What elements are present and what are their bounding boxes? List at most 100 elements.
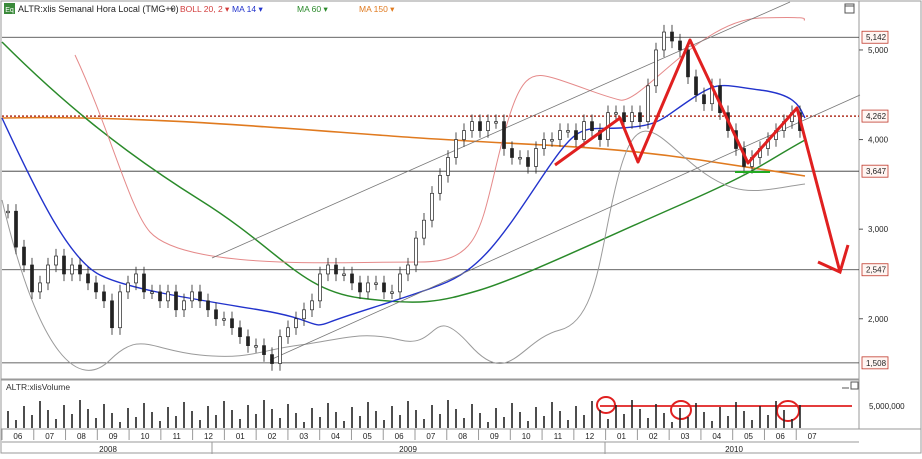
- candle-body: [558, 130, 562, 140]
- candle-body: [446, 157, 450, 176]
- month-label: 04: [331, 432, 340, 441]
- candle-body: [102, 291, 106, 302]
- month-label: 02: [268, 432, 277, 441]
- candle-body: [214, 309, 218, 320]
- candle-body: [126, 282, 130, 293]
- candle-body: [614, 112, 618, 115]
- price-flag-label: 4,262: [866, 112, 887, 121]
- candle-body: [526, 157, 530, 167]
- price-tick-label: 3,000: [868, 225, 889, 234]
- month-label: 12: [585, 432, 594, 441]
- candle-body: [638, 112, 642, 122]
- candle-body: [574, 130, 578, 140]
- month-label: 07: [45, 432, 54, 441]
- candle-body: [222, 318, 226, 321]
- indicator-legend: BOLL 20, 2 ▾ MA 14 ▾ MA 60 ▾ MA 150 ▾: [180, 4, 395, 14]
- candle-body: [350, 273, 354, 284]
- candle-body: [262, 345, 266, 355]
- candle-body: [78, 264, 82, 275]
- month-label: 10: [522, 432, 531, 441]
- candle-body: [342, 273, 346, 276]
- price-flag-label: 3,647: [866, 167, 887, 176]
- candle-body: [198, 291, 202, 302]
- month-label: 04: [712, 432, 721, 441]
- ma60-line: [1, 41, 806, 303]
- candle-body: [206, 300, 210, 311]
- candle-body: [150, 291, 154, 294]
- candle-body: [702, 94, 706, 105]
- candle-body: [582, 121, 586, 140]
- month-label: 09: [109, 432, 118, 441]
- candle-body: [46, 264, 50, 284]
- candle-body: [14, 210, 18, 248]
- legend-item-2: MA 60 ▾: [297, 4, 328, 14]
- price-panel: [0, 0, 860, 380]
- candle-body: [550, 139, 554, 142]
- candle-body: [502, 121, 506, 149]
- candle-body: [494, 121, 498, 124]
- month-label: 06: [395, 432, 404, 441]
- boll-lower-line: [1, 130, 806, 371]
- candle-body: [294, 318, 298, 329]
- candle-body: [358, 282, 362, 293]
- price-flag-box: [861, 263, 889, 277]
- candle-body: [286, 327, 290, 338]
- symbol-label[interactable]: ALTR:xlis Semanal Hora Local (TMG+0): [18, 4, 179, 14]
- candle-body: [414, 237, 418, 266]
- volume-title: ALTR:xlisVolume: [6, 382, 70, 392]
- candle-body: [38, 282, 42, 293]
- price-flag-label: 5,142: [866, 33, 887, 42]
- app-logo-icon: [4, 3, 15, 14]
- month-label: 01: [236, 432, 245, 441]
- candle-body: [158, 291, 162, 302]
- candle-body: [54, 255, 58, 266]
- candle-body: [430, 192, 434, 221]
- candle-body: [486, 121, 490, 131]
- candle-body: [310, 300, 314, 311]
- year-label: 2008: [99, 445, 117, 454]
- candle-body: [246, 336, 250, 346]
- year-label: 2009: [399, 445, 417, 454]
- candle-body: [190, 291, 194, 302]
- price-flag-label: 2,547: [866, 266, 887, 275]
- candle-body: [318, 273, 322, 302]
- price-tick-label: 2,000: [868, 315, 889, 324]
- candle-body: [22, 246, 26, 266]
- candle-body: [470, 121, 474, 131]
- pattern-annotations: [554, 38, 852, 422]
- month-label: 08: [77, 432, 86, 441]
- legend-item-0: BOLL 20, 2 ▾: [180, 4, 230, 14]
- time-axis: 06 07 08 09 10 11 12 01 02 03 04 05 06 07 08 09 10 11 12 01…: [1, 429, 859, 454]
- candle-body: [678, 40, 682, 51]
- candle-body: [110, 300, 114, 329]
- maximize-icon[interactable]: [844, 3, 855, 14]
- volume-circle-2: [776, 400, 800, 422]
- candle-body: [518, 157, 522, 160]
- legend-item-3: MA 150 ▾: [359, 4, 395, 14]
- candle-body: [134, 273, 138, 284]
- candle-body: [302, 309, 306, 320]
- candle-body: [478, 121, 482, 131]
- candle-body: [406, 264, 410, 275]
- candle-body: [254, 345, 258, 348]
- candle-body: [662, 31, 666, 51]
- candle-body: [278, 336, 282, 364]
- candle-body: [694, 76, 698, 96]
- month-label: 12: [204, 432, 213, 441]
- month-label: 06: [776, 432, 785, 441]
- month-label: 11: [173, 432, 182, 441]
- volume-panel: [0, 379, 860, 430]
- app-logo-text: Eq: [5, 7, 14, 14]
- candle-body: [30, 264, 34, 293]
- candle-body: [86, 273, 90, 284]
- candle-body: [390, 291, 394, 294]
- chevron-down-icon[interactable]: ▾: [170, 5, 174, 14]
- price-flag-label: 1,508: [866, 359, 887, 368]
- candle-body: [118, 291, 122, 329]
- candle-body: [422, 219, 426, 239]
- maximize-volume-icon[interactable]: [850, 381, 859, 390]
- month-label: 03: [299, 432, 308, 441]
- candle-body: [270, 354, 274, 364]
- month-label: 08: [458, 432, 467, 441]
- month-label: 11: [554, 432, 563, 441]
